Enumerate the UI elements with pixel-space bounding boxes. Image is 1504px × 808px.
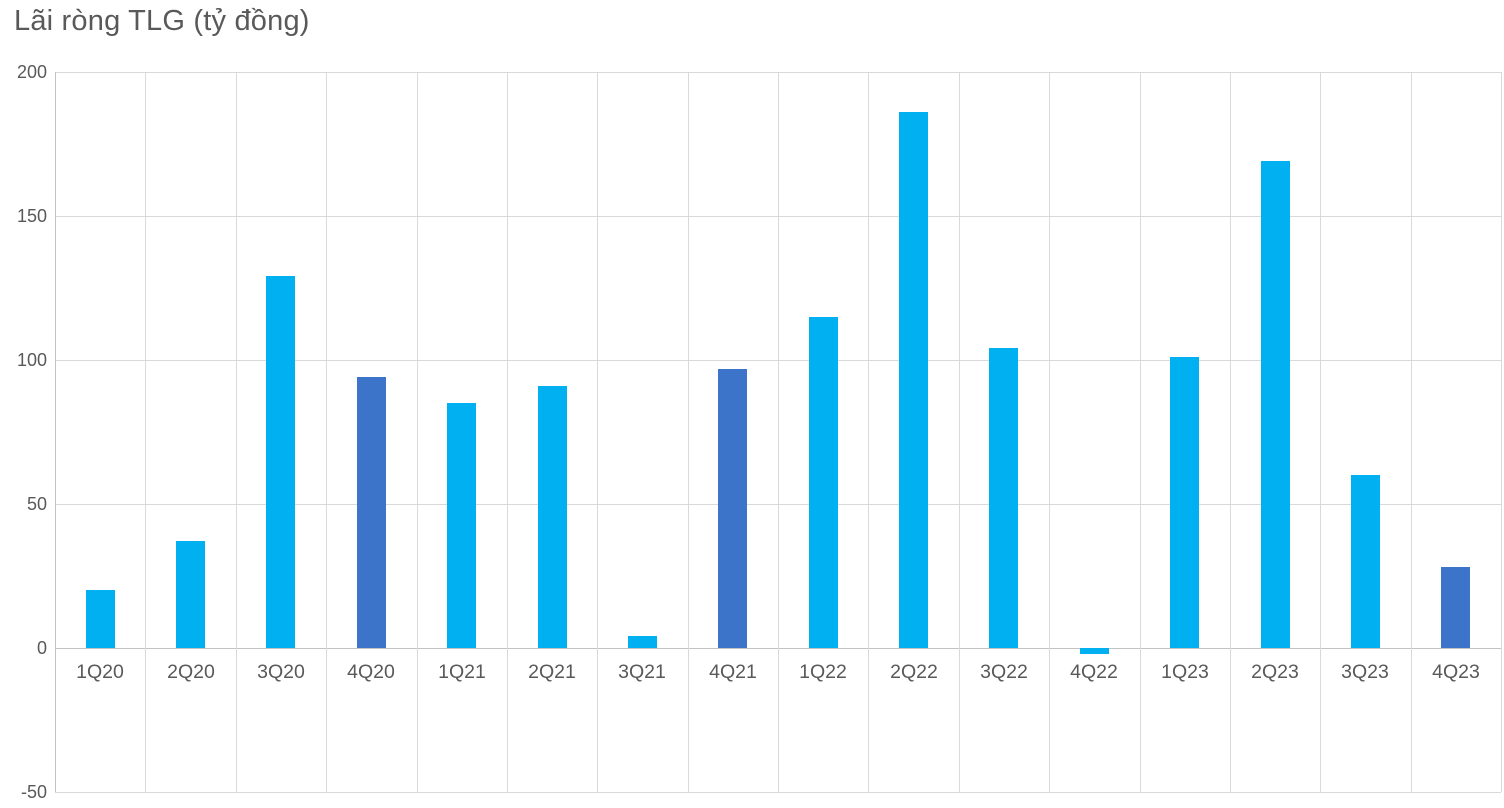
v-gridline-15 <box>1411 72 1412 792</box>
x-axis-label-3Q22: 3Q22 <box>980 661 1028 683</box>
x-axis-label-2Q21: 2Q21 <box>528 661 576 683</box>
y-axis-label-100: 100 <box>16 350 47 370</box>
x-axis-label-2Q23: 2Q23 <box>1251 661 1299 683</box>
y-axis-label-0: 0 <box>36 638 47 658</box>
v-gridline-10 <box>959 72 960 792</box>
x-axis-label-4Q20: 4Q20 <box>347 661 395 683</box>
bar-4Q21 <box>718 368 747 648</box>
plot-area <box>55 72 1502 793</box>
bar-3Q23 <box>1351 475 1380 648</box>
v-gridline-9 <box>868 72 869 792</box>
y-axis-label-200: 200 <box>16 62 47 82</box>
v-gridline-12 <box>1140 72 1141 792</box>
bar-4Q23 <box>1441 567 1470 648</box>
v-gridline-5 <box>507 72 508 792</box>
x-axis-label-3Q23: 3Q23 <box>1341 661 1389 683</box>
bar-4Q22 <box>1080 648 1109 654</box>
y-axis-label-50: 50 <box>26 494 47 514</box>
v-gridline-8 <box>778 72 779 792</box>
x-axis-label-1Q21: 1Q21 <box>438 661 486 683</box>
chart-title: Lãi ròng TLG (tỷ đồng) <box>14 5 310 37</box>
bar-1Q21 <box>447 403 476 648</box>
x-axis-label-4Q21: 4Q21 <box>709 661 757 683</box>
x-axis-label-1Q20: 1Q20 <box>76 661 124 683</box>
x-axis-label-2Q22: 2Q22 <box>890 661 938 683</box>
bar-3Q22 <box>989 348 1018 648</box>
v-gridline-16 <box>1501 72 1502 792</box>
v-gridline-2 <box>236 72 237 792</box>
bar-1Q22 <box>809 316 838 648</box>
v-gridline-3 <box>326 72 327 792</box>
x-axis-label-1Q23: 1Q23 <box>1161 661 1209 683</box>
y-axis-label--50: -50 <box>20 782 47 802</box>
x-axis-label-2Q20: 2Q20 <box>167 661 215 683</box>
y-axis-label-150: 150 <box>16 206 47 226</box>
bar-2Q23 <box>1261 161 1290 648</box>
bar-3Q20 <box>266 276 295 648</box>
h-gridline--50 <box>55 792 1501 793</box>
v-gridline-1 <box>145 72 146 792</box>
bar-3Q21 <box>628 636 657 648</box>
bar-1Q20 <box>86 590 115 648</box>
v-gridline-7 <box>688 72 689 792</box>
x-axis-label-1Q22: 1Q22 <box>799 661 847 683</box>
x-axis-label-4Q22: 4Q22 <box>1070 661 1118 683</box>
bar-1Q23 <box>1170 357 1199 648</box>
v-gridline-14 <box>1320 72 1321 792</box>
x-axis-label-4Q23: 4Q23 <box>1432 661 1480 683</box>
x-axis-label-3Q20: 3Q20 <box>257 661 305 683</box>
v-gridline-13 <box>1230 72 1231 792</box>
v-gridline-6 <box>597 72 598 792</box>
v-gridline-4 <box>417 72 418 792</box>
y-axis-line <box>55 72 56 792</box>
bar-2Q21 <box>538 385 567 648</box>
bar-2Q22 <box>899 112 928 648</box>
x-axis-label-3Q21: 3Q21 <box>618 661 666 683</box>
v-gridline-11 <box>1049 72 1050 792</box>
bar-4Q20 <box>357 377 386 648</box>
bar-2Q20 <box>176 541 205 648</box>
